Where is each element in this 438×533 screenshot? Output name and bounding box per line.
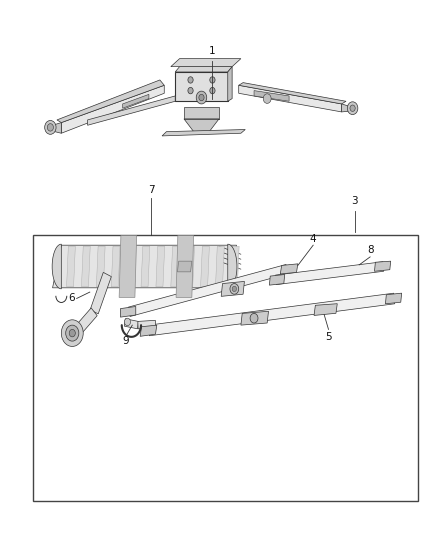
Polygon shape: [126, 246, 135, 287]
Circle shape: [66, 325, 79, 341]
Polygon shape: [186, 246, 194, 287]
Polygon shape: [239, 83, 346, 104]
Polygon shape: [201, 246, 209, 287]
Polygon shape: [148, 293, 395, 336]
Polygon shape: [385, 293, 402, 304]
Circle shape: [210, 77, 215, 83]
Polygon shape: [67, 246, 75, 287]
Polygon shape: [177, 261, 192, 272]
Polygon shape: [175, 67, 232, 72]
Text: 1: 1: [209, 46, 216, 56]
Circle shape: [199, 94, 204, 101]
Polygon shape: [230, 246, 239, 287]
Polygon shape: [81, 246, 90, 287]
Polygon shape: [76, 308, 97, 333]
Polygon shape: [88, 96, 175, 125]
Polygon shape: [241, 311, 268, 325]
Circle shape: [61, 320, 83, 346]
Polygon shape: [374, 261, 391, 271]
Circle shape: [250, 313, 258, 323]
Polygon shape: [96, 246, 105, 287]
Polygon shape: [342, 104, 357, 112]
Polygon shape: [52, 244, 61, 289]
Polygon shape: [269, 274, 285, 285]
Polygon shape: [90, 272, 111, 314]
Polygon shape: [171, 59, 241, 67]
Text: 3: 3: [351, 196, 358, 206]
Text: 8: 8: [367, 245, 374, 255]
Polygon shape: [276, 262, 384, 285]
Polygon shape: [111, 246, 120, 287]
Polygon shape: [156, 246, 165, 287]
Circle shape: [230, 284, 239, 294]
Polygon shape: [53, 245, 237, 288]
Polygon shape: [119, 236, 137, 297]
Polygon shape: [184, 119, 219, 133]
Polygon shape: [140, 325, 157, 336]
Circle shape: [124, 318, 131, 326]
Polygon shape: [280, 264, 298, 274]
Circle shape: [188, 77, 193, 83]
Circle shape: [45, 120, 56, 134]
Text: 9: 9: [123, 336, 130, 346]
Bar: [33, 235, 418, 501]
Polygon shape: [123, 94, 149, 108]
Text: 5: 5: [325, 332, 332, 342]
Polygon shape: [314, 304, 337, 316]
Polygon shape: [124, 319, 138, 329]
Polygon shape: [171, 246, 180, 287]
Circle shape: [188, 87, 193, 94]
Text: 4: 4: [310, 233, 317, 244]
Polygon shape: [184, 107, 219, 119]
Circle shape: [196, 91, 207, 104]
Polygon shape: [141, 246, 150, 287]
Circle shape: [350, 105, 355, 111]
Polygon shape: [162, 130, 245, 136]
Circle shape: [69, 329, 75, 337]
Polygon shape: [254, 91, 289, 101]
Polygon shape: [239, 85, 342, 112]
Polygon shape: [215, 246, 224, 287]
Polygon shape: [221, 281, 244, 296]
Polygon shape: [57, 80, 164, 123]
Polygon shape: [128, 264, 288, 317]
Polygon shape: [175, 72, 228, 101]
Circle shape: [263, 94, 271, 103]
Polygon shape: [176, 236, 194, 297]
Polygon shape: [138, 320, 155, 329]
Circle shape: [347, 102, 358, 115]
Circle shape: [210, 87, 215, 94]
Polygon shape: [228, 67, 232, 101]
Text: 6: 6: [68, 294, 74, 303]
Polygon shape: [120, 306, 136, 317]
Text: 7: 7: [148, 184, 155, 195]
Polygon shape: [46, 123, 61, 133]
Circle shape: [232, 286, 237, 292]
Circle shape: [47, 124, 53, 131]
Polygon shape: [228, 244, 237, 289]
Polygon shape: [61, 85, 164, 133]
